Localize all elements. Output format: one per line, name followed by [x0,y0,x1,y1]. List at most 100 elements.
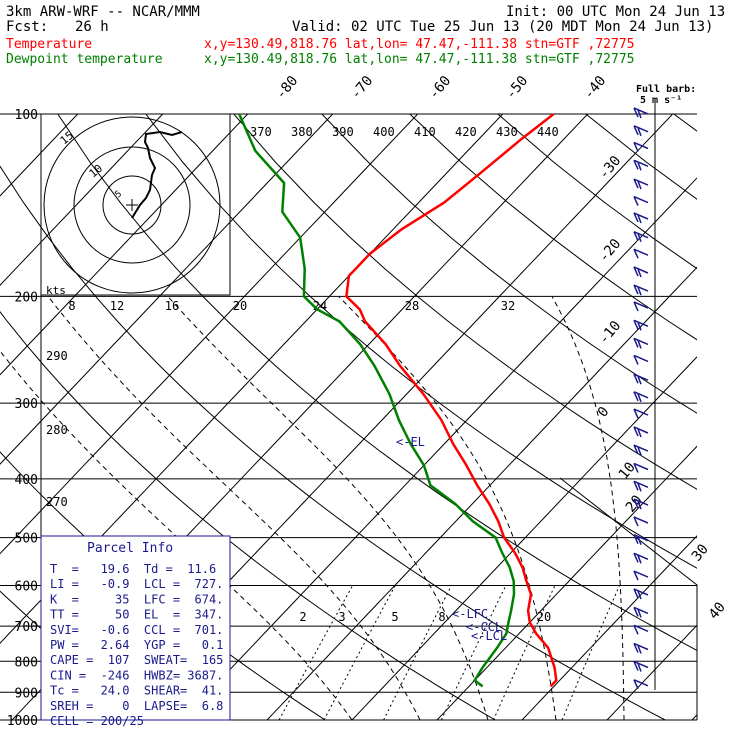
parcel-info-row: PW = 2.64 YGP = 0.1 [50,638,223,652]
parcel-info-frame [40,535,231,721]
barb-flag [633,607,639,617]
isotherm-label: -70 [348,73,377,103]
wind-barb [633,248,649,259]
ccl-marker: <-CCL [466,620,502,634]
temperature-profile [345,113,558,688]
isotherm-label: -30 [596,153,625,183]
wind-barb [633,660,649,672]
barb-flag [633,480,639,491]
parcel-info-row: CIN = -246 HWBZ= 3687. [50,668,223,682]
wind-barb [633,319,649,331]
barb-flag [637,536,642,545]
barb-flag [633,338,639,348]
wind-barb [633,231,649,242]
barb-flag [633,552,639,563]
barb-shaft [633,606,649,615]
theta-label: 280 [46,423,68,437]
pressure-tick-label: 400 [15,473,38,488]
isotherm [0,114,419,555]
barb-shaft [633,266,649,274]
theta-e-label: 390 [332,125,354,139]
parcel-info-row: LI = -0.9 LCL = 727. [50,577,223,591]
isotherm [521,535,697,720]
barb-flag [637,109,642,119]
wind-barb [633,125,649,137]
mixing-ratio-line [383,585,452,720]
wind-barb [633,212,649,224]
theta-label: 270 [46,495,68,509]
mixing-ratio-label: 8 [438,610,445,624]
barb-shaft [633,178,649,186]
isotherm-label: -40 [581,73,610,103]
barb-shaft [633,624,649,632]
wind-barb [633,337,649,349]
valid-time: Valid: 02 UTC Tue 25 Jun 13 (20 MDT Mon … [292,19,713,35]
wind-barb [633,588,649,600]
wind-barb [633,301,649,312]
hodograph-ring-middle [73,146,191,264]
moist-adiabat [551,296,625,720]
hodograph-ring-inner [102,175,162,235]
mixing-ratio-label: 16 [165,299,179,313]
theta-labels: 370 380 390 400 410 420 430 440 290 280 270 [46,125,559,509]
pressure-tick-label: 1000 [7,714,38,729]
barb-shaft [633,195,649,204]
barb-flag [637,375,642,385]
barb-flag [637,428,642,438]
barb-flag [637,483,642,492]
barb-shaft [633,301,649,309]
lfc-marker: <-LFC [452,607,488,621]
pressure-tick-label: 500 [15,532,38,547]
barb-flag [633,159,639,170]
dry-adiabat [673,114,697,132]
parcel-info-panel: Parcel Info T = 19.6 Td = 11.6LI = -0.9 … [40,535,231,728]
barb-flag [633,142,639,152]
wind-barb [633,534,649,545]
barb-flag [637,162,642,171]
wind-barb [633,159,649,171]
mixing-ratio-label: 5 [391,610,398,624]
hodograph-frame [40,113,231,296]
barb-flag [633,301,639,312]
barb-shaft [633,552,649,560]
barb-shaft [633,679,649,687]
wind-barb [633,195,649,206]
barb-flag [637,645,642,654]
wind-barbs [633,100,656,690]
barb-flag [633,444,639,455]
barb-shaft [633,373,649,381]
wind-barb [633,552,649,564]
mixing-ratio-label: 32 [501,299,515,313]
hodograph-ring-outer [43,116,221,294]
barb-flag [637,214,642,224]
mixing-ratio-label: 20 [233,299,247,313]
isotherm [0,114,334,465]
isotherm-label: -50 [503,73,532,103]
wind-barb [633,570,649,581]
wind-barb [633,516,649,527]
wind-barb [633,107,649,119]
theta-e-label: 430 [496,125,518,139]
barb-flag [637,446,642,456]
theta-label: 290 [46,349,68,363]
barb-flag [633,534,639,545]
barb-flag [633,125,639,136]
wind-barb [633,141,649,152]
dry-adiabat [233,114,697,490]
barb-shaft [633,534,649,542]
full-barb-title: Full barb: [636,84,696,95]
barb-shaft [633,248,649,256]
wind-barb [633,606,649,618]
pressure-tick-label: 800 [15,655,38,670]
dewpoint-location: x,y=130.49,818.76 lat,lon= 47.47,-111.38… [204,52,634,67]
wind-barb [633,178,649,190]
dry-adiabat [57,114,697,651]
barb-flag [637,233,642,242]
barb-flag [633,196,639,206]
barb-flag [633,624,639,635]
wind-barb [633,373,649,385]
parcel-info-row: K = 35 LFC = 674. [50,592,223,606]
lcl-marker: <-LCL [471,629,507,643]
wind-barb [633,408,649,419]
